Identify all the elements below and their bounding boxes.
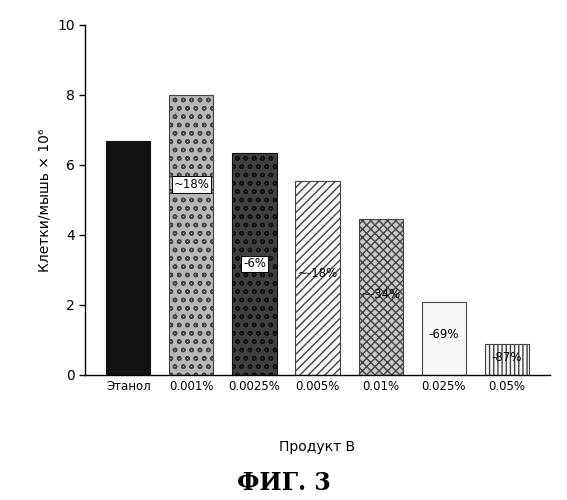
Text: ~-34%: ~-34% xyxy=(361,288,401,300)
Text: ~-18%: ~-18% xyxy=(298,268,337,280)
Text: ФИГ. 3: ФИГ. 3 xyxy=(236,471,331,495)
Text: -87%: -87% xyxy=(492,351,522,364)
Bar xyxy=(106,140,150,375)
Text: Продукт B: Продукт B xyxy=(280,440,356,454)
Text: ~18%: ~18% xyxy=(174,178,209,191)
Bar xyxy=(358,219,403,375)
Bar xyxy=(232,153,277,375)
Bar xyxy=(485,344,529,375)
Text: -6%: -6% xyxy=(243,258,266,270)
Bar xyxy=(295,180,340,375)
Text: -69%: -69% xyxy=(429,328,459,341)
Y-axis label: Клетки/мышь × 10⁶: Клетки/мышь × 10⁶ xyxy=(37,128,52,272)
Bar xyxy=(170,95,213,375)
Bar xyxy=(422,302,466,375)
